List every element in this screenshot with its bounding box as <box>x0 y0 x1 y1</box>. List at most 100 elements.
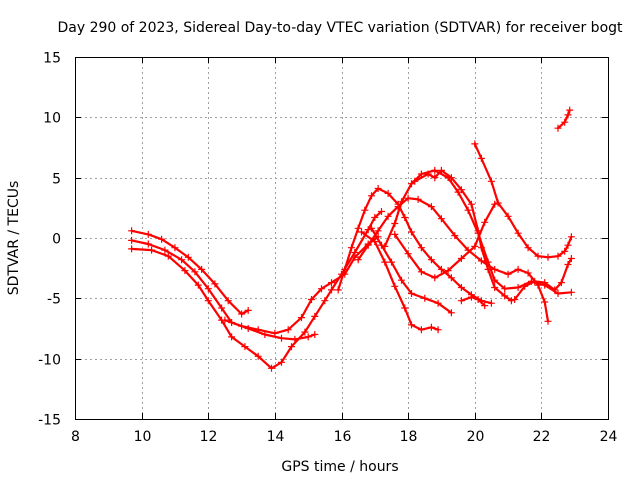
data-point <box>271 329 279 337</box>
data-point <box>564 261 572 268</box>
data-point <box>427 323 435 331</box>
data-point <box>417 170 425 178</box>
data-point <box>384 212 392 220</box>
data-point <box>554 290 562 297</box>
data-point <box>417 244 425 252</box>
data-point <box>164 252 172 260</box>
data-point <box>128 236 136 244</box>
data-series-arc-3 <box>128 208 385 372</box>
data-point <box>184 253 192 261</box>
data-point <box>241 343 249 351</box>
data-point <box>477 257 485 265</box>
data-point <box>171 244 179 252</box>
x-tick-label: 16 <box>334 429 352 445</box>
data-point <box>524 244 532 252</box>
data-point <box>567 255 575 262</box>
data-point <box>437 215 445 223</box>
y-tick-label: -5 <box>47 292 61 308</box>
data-point <box>204 297 212 305</box>
data-point <box>541 279 549 287</box>
data-point <box>381 242 389 250</box>
data-point <box>381 258 389 266</box>
data-point <box>341 265 349 273</box>
data-point <box>348 244 355 252</box>
data-point <box>561 247 569 255</box>
data-point <box>487 299 495 307</box>
data-point <box>544 253 552 261</box>
data-point <box>447 309 455 317</box>
data-point <box>431 174 439 182</box>
data-point <box>447 274 455 282</box>
data-point <box>161 246 169 254</box>
data-series-arc-15 <box>554 106 574 132</box>
data-point <box>401 304 409 312</box>
series-line <box>460 296 486 307</box>
data-point <box>437 166 445 174</box>
data-point <box>308 296 315 303</box>
data-point <box>514 284 522 291</box>
data-point <box>388 258 395 266</box>
data-point <box>328 286 335 294</box>
data-point <box>181 267 189 275</box>
data-point <box>178 256 186 264</box>
data-point <box>398 198 405 206</box>
data-point <box>411 177 419 185</box>
data-point <box>391 220 399 227</box>
data-point <box>334 286 342 294</box>
data-point <box>447 174 455 182</box>
data-point <box>128 245 136 253</box>
data-point <box>567 288 575 296</box>
data-point <box>474 296 482 303</box>
data-series-group <box>128 106 575 372</box>
data-point <box>481 302 489 310</box>
data-point <box>434 299 442 307</box>
y-tick-label: -10 <box>38 353 61 369</box>
data-point <box>481 218 489 226</box>
data-point <box>434 326 442 334</box>
data-point <box>507 297 515 305</box>
data-point <box>477 244 485 252</box>
data-point <box>467 293 475 301</box>
data-point <box>191 268 199 276</box>
x-tick-label: 24 <box>600 429 618 445</box>
data-point <box>328 279 335 287</box>
data-point <box>284 326 292 334</box>
data-point <box>457 255 465 262</box>
data-point <box>471 140 479 148</box>
data-point <box>378 241 385 249</box>
data-point <box>221 316 229 324</box>
y-tick-label: 5 <box>52 172 61 188</box>
data-point <box>417 326 425 334</box>
data-point <box>457 297 465 305</box>
data-point <box>361 206 369 214</box>
data-series-arc-5 <box>334 185 495 307</box>
series-line <box>130 229 250 316</box>
data-point <box>514 229 522 237</box>
y-tick-label: 0 <box>52 232 61 248</box>
data-point <box>364 241 372 249</box>
data-point <box>358 228 365 236</box>
data-point <box>524 269 532 277</box>
data-point <box>557 279 565 287</box>
data-point <box>304 333 312 341</box>
grid-lines <box>75 57 608 419</box>
data-point <box>404 250 412 258</box>
data-point <box>564 241 572 249</box>
data-point <box>567 233 575 241</box>
data-point <box>244 306 252 314</box>
data-point <box>228 333 236 341</box>
data-point <box>408 290 415 297</box>
data-point <box>384 189 392 197</box>
data-point <box>368 224 375 232</box>
data-point <box>254 326 262 334</box>
data-point <box>564 111 572 119</box>
chart-title: Day 290 of 2023, Sidereal Day-to-day VTE… <box>57 20 623 36</box>
data-point <box>544 317 552 325</box>
data-point <box>477 154 485 162</box>
data-point <box>374 227 382 235</box>
data-point <box>364 226 372 234</box>
x-tick-label: 10 <box>134 429 152 445</box>
data-point <box>238 322 246 330</box>
data-point <box>204 285 212 293</box>
data-point <box>424 170 432 178</box>
